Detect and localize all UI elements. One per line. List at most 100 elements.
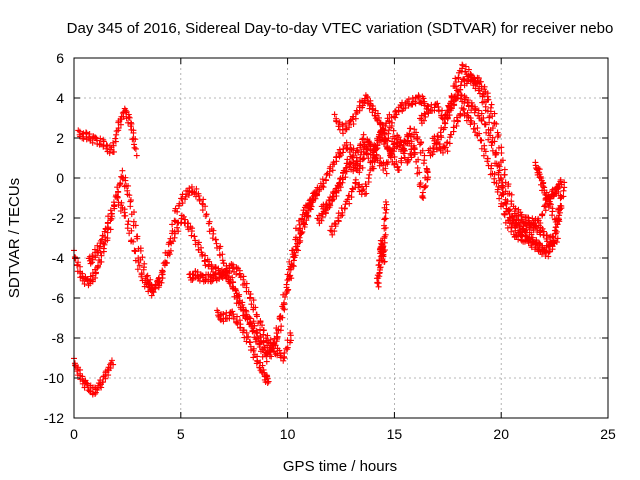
data-point [381,215,388,222]
data-point [435,136,442,143]
data-point [259,353,266,360]
data-point [178,219,185,226]
data-point [498,144,505,151]
data-point [81,280,88,287]
data-point [454,87,460,94]
data-point [219,257,226,264]
data-point [89,259,96,266]
data-point [119,167,126,174]
data-point [512,227,519,234]
data-point [329,167,336,174]
series-arc-10 [327,111,393,238]
data-point [127,203,134,210]
data-point [336,180,343,187]
data-point [303,209,310,216]
data-point [462,68,469,75]
data-point [558,181,565,188]
data-point [415,156,422,163]
data-point [348,194,355,201]
data-point [122,107,129,114]
data-point [400,142,407,149]
data-point [499,157,506,164]
data-point [144,272,151,279]
data-point [276,347,283,354]
data-point [299,228,306,235]
data-point [115,188,122,195]
data-point [361,143,368,150]
data-point [339,122,346,129]
data-point [259,362,266,369]
data-point [319,182,326,189]
data-point [540,228,547,235]
data-point [182,216,189,223]
data-point [125,113,132,120]
data-point [555,208,562,215]
data-point [481,83,488,90]
data-point [105,213,112,220]
data-point [464,109,471,116]
data-point [376,270,383,277]
data-point [219,251,226,258]
data-point [245,333,252,340]
data-point [547,195,554,202]
data-point [293,234,300,241]
data-point [485,136,492,143]
data-point [369,106,376,113]
data-point [528,231,535,238]
data-point [240,273,247,280]
data-point [414,164,421,171]
data-point [125,182,132,189]
data-point [475,112,482,119]
data-point [425,174,432,181]
data-point [535,165,542,172]
data-point [532,162,539,169]
data-point [512,220,519,227]
data-point [236,299,243,306]
data-point [487,132,494,139]
data-point [543,189,550,196]
data-point [446,140,453,147]
data-point [240,304,247,311]
data-point [150,288,157,295]
data-point [467,117,474,124]
data-point [122,212,129,219]
y-tick-label: 6 [56,50,64,66]
data-point [234,295,241,302]
data-point [156,279,163,286]
data-point [555,215,562,222]
data-point [136,262,143,269]
data-point [528,244,535,251]
data-point [71,360,78,367]
data-point [382,209,389,216]
data-point [542,207,549,214]
series-arc-6 [214,307,272,386]
data-point [478,137,485,144]
data-point [341,205,348,212]
data-point [234,313,241,320]
data-point [184,220,191,227]
data-point [411,126,418,133]
data-point [309,196,316,203]
data-point [227,277,234,284]
data-point [139,254,146,261]
data-point [106,150,113,157]
data-point [525,214,532,221]
data-point [451,102,458,109]
data-point [250,297,257,304]
data-point [477,78,484,85]
data-point [369,165,376,172]
data-point [165,241,172,248]
data-point [226,264,233,271]
data-point [556,180,563,187]
data-point [194,269,201,276]
data-point [174,224,181,231]
data-point [189,271,196,278]
data-point [300,207,307,214]
data-point [219,274,226,281]
data-point [363,190,370,197]
data-point [188,228,195,235]
data-point [455,74,462,81]
data-point [377,237,384,244]
data-point [497,174,504,181]
